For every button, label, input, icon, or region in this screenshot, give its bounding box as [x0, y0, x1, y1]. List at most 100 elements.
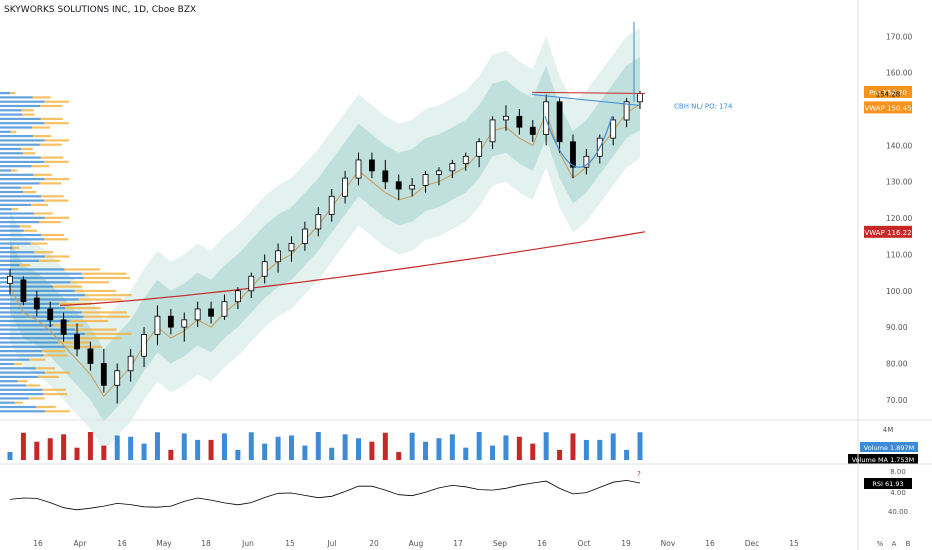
y-tick-label: 110.00: [886, 250, 912, 259]
rsi-pane: RSI 61.93? 8.00 4.00 40.00: [0, 463, 932, 516]
volume-bar: [490, 445, 496, 460]
volume-bar: [208, 439, 214, 460]
x-tick-label: Dec: [745, 539, 760, 548]
volume-bar: [516, 436, 522, 460]
candle-body: [369, 159, 375, 172]
profile-bar-yellow: [28, 397, 45, 400]
profile-bar: [0, 92, 10, 95]
profile-bar-yellow: [17, 380, 28, 383]
profile-bar: [0, 362, 15, 366]
annotation-text: CBH NL/ PO: 174: [674, 102, 733, 110]
profile-bar: [0, 113, 23, 116]
volume-bar: [610, 433, 616, 460]
profile-bar: [0, 393, 44, 396]
candlesticks: [7, 90, 643, 404]
profile-bar-yellow: [69, 319, 109, 323]
profile-bar: [0, 96, 33, 99]
rsi-tag-bg: [864, 478, 912, 489]
profile-bar-yellow: [10, 130, 17, 133]
profile-bar-yellow: [40, 117, 63, 120]
candle-body: [114, 370, 121, 386]
profile-bar-yellow: [41, 195, 64, 198]
rsi-tick-label: 4.00: [890, 489, 906, 497]
candle-body: [556, 101, 563, 143]
profile-bar: [0, 302, 59, 305]
candle-body: [529, 126, 536, 135]
y-tick-label: 130.00: [886, 178, 912, 187]
volume-bar: [409, 432, 415, 460]
profile-bar: [0, 315, 84, 318]
profile-bar: [0, 169, 12, 172]
profile-bar: [0, 182, 40, 185]
volume-bar: [20, 432, 26, 460]
price-tag-bg: [864, 85, 912, 98]
profile-bar: [0, 294, 85, 297]
volume-bar: [342, 434, 348, 460]
profile-bar-yellow: [44, 238, 69, 241]
profile-bar: [0, 242, 31, 245]
profile-bar-yellow: [11, 169, 18, 172]
x-tick-label: 15: [789, 539, 799, 548]
profile-bar: [0, 225, 21, 228]
profile-bar-yellow: [22, 113, 35, 116]
profile-bar-yellow: [43, 354, 68, 357]
profile-bar: [0, 109, 22, 112]
profile-bar: [0, 139, 45, 142]
profile-bar: [0, 130, 11, 133]
volume-bar: [221, 433, 227, 460]
volume-bar: [181, 433, 187, 460]
profile-bar: [0, 345, 66, 348]
profile-bar: [0, 212, 34, 215]
volume-bar: [423, 441, 429, 460]
candle-body: [623, 101, 630, 121]
profile-bar-yellow: [44, 371, 70, 374]
profile-bar-yellow: [31, 165, 50, 168]
volume-ma-tag-bg: [848, 454, 918, 464]
volume-axis-label: 4M: [883, 426, 894, 434]
volume-bar: [61, 434, 67, 460]
volume-bar: [74, 447, 80, 460]
profile-bar-yellow: [84, 332, 132, 335]
profile-bar: [0, 264, 20, 267]
candle-body: [583, 155, 590, 168]
profile-bar-yellow: [64, 307, 101, 310]
volume-bar: [114, 435, 120, 460]
profile-bar-yellow: [19, 264, 31, 267]
profile-bar: [0, 126, 33, 129]
profile-bar: [0, 380, 18, 383]
profile-bar-yellow: [41, 233, 65, 237]
x-tick-label: Aug: [409, 539, 424, 548]
candle-body: [261, 261, 268, 277]
profile-bar-yellow: [32, 135, 52, 138]
volume-bar: [235, 449, 241, 460]
profile-bar-yellow: [81, 311, 127, 314]
profile-bar: [0, 165, 32, 168]
profile-bar-yellow: [33, 173, 52, 176]
profile-bar-yellow: [42, 388, 66, 391]
candle-body: [234, 290, 241, 303]
candle-body: [47, 308, 54, 321]
x-tick-label: 16: [117, 539, 127, 548]
volume-bar: [449, 434, 455, 460]
profile-bar: [0, 384, 27, 387]
price-tag-bg: [864, 225, 912, 238]
profile-bar: [0, 259, 39, 262]
y-tick-label: 70.00: [886, 396, 908, 405]
x-tick-label: 16: [705, 539, 715, 548]
profile-bar: [0, 401, 15, 404]
profile-bar: [0, 246, 13, 249]
profile-bar-yellow: [38, 259, 61, 262]
candle-body: [167, 315, 174, 328]
profile-bar: [0, 147, 22, 151]
chart-title: SKYWORKS SOLUTIONS INC, 1D, Cboe BZX: [4, 5, 197, 15]
profile-bar: [0, 276, 84, 280]
profile-bar-yellow: [44, 100, 69, 103]
candle-body: [503, 115, 509, 121]
x-tick-label: 17: [453, 539, 463, 548]
volume-bar: [87, 432, 93, 460]
profile-bar-yellow: [12, 246, 20, 249]
profile-bar: [0, 160, 45, 163]
x-tick-label: Sep: [493, 539, 507, 548]
volume-bar: [356, 438, 362, 460]
